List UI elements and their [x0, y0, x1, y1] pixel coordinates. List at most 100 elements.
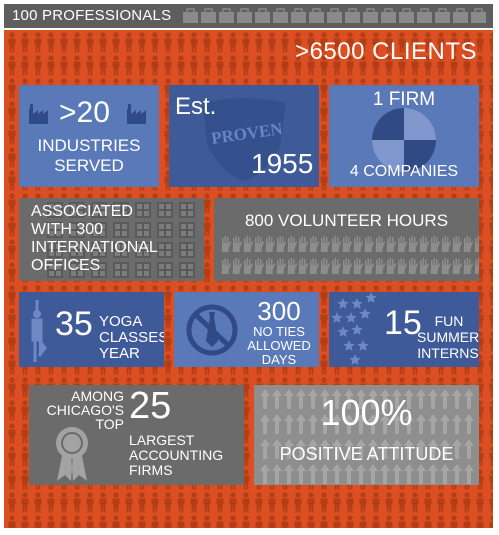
up-arrow-icon: [344, 389, 354, 409]
offices-line3: INTERNATIONAL: [31, 239, 158, 256]
yoga-line3: YEAR: [99, 345, 140, 362]
person-icon: [73, 515, 81, 528]
person-icon: [164, 285, 172, 306]
star-icon: [349, 354, 361, 365]
briefcase-icon: [255, 8, 270, 23]
person-icon: [8, 193, 16, 214]
person-icon: [411, 492, 419, 513]
no-ties-tile: 300 NO TIES ALLOWED DAYS: [174, 292, 319, 367]
up-arrow-icon: [272, 464, 282, 484]
person-icon: [8, 446, 16, 467]
building-icon: [69, 202, 85, 218]
building-icon: [179, 242, 195, 258]
person-icon: [359, 515, 367, 528]
hand-icon: [397, 236, 408, 252]
person-icon: [281, 32, 289, 53]
up-arrow-icon: [392, 464, 402, 484]
person-icon: [8, 32, 16, 53]
star-icon: [365, 292, 377, 303]
person-icon: [177, 32, 185, 53]
volunteer-tile: 800 VOLUNTEER HOURS: [214, 198, 479, 281]
person-icon: [8, 400, 16, 421]
up-arrow-icon: [452, 414, 462, 434]
person-icon: [320, 101, 328, 122]
person-icon: [489, 262, 493, 283]
interns-line2: SUMMER: [417, 329, 479, 345]
person-icon: [320, 124, 328, 145]
up-arrow-icon: [272, 389, 282, 409]
up-arrow-icon-grid: [260, 389, 474, 484]
person-icon: [203, 193, 211, 214]
industries-line1: INDUSTRIES: [37, 136, 141, 155]
person-icon: [164, 492, 172, 513]
person-icon: [255, 32, 263, 53]
person-icon: [489, 32, 493, 53]
person-icon: [255, 492, 263, 513]
person-icon: [8, 124, 16, 145]
hand-icon: [386, 258, 397, 274]
building-icon: [69, 222, 85, 238]
up-arrow-icon: [380, 439, 390, 459]
star-icon: [351, 324, 363, 335]
person-icon: [268, 32, 276, 53]
person-icon: [489, 469, 493, 490]
briefcase-icon: [291, 8, 306, 23]
professionals-bar: 100 PROFESSIONALS: [4, 4, 493, 28]
person-icon: [8, 515, 16, 528]
star-icon: [357, 340, 369, 351]
person-icon: [99, 492, 107, 513]
person-icon: [333, 492, 341, 513]
person-icon: [138, 32, 146, 53]
person-icon: [489, 170, 493, 191]
building-icon: [179, 222, 195, 238]
person-icon: [489, 331, 493, 352]
person-icon: [346, 492, 354, 513]
building-icon: [157, 262, 173, 278]
person-icon: [164, 55, 172, 76]
building-icon: [47, 222, 63, 238]
interns-line3: INTERNS: [417, 345, 479, 361]
hand-icon: [397, 258, 408, 274]
volunteer-text: 800 VOLUNTEER HOURS: [244, 211, 449, 230]
person-icon: [281, 515, 289, 528]
briefcase-icon: [237, 8, 252, 23]
hand-icon: [331, 258, 342, 274]
hand-icon: [243, 236, 254, 252]
star-icon: [359, 308, 371, 319]
person-icon: [99, 32, 107, 53]
person-icon: [138, 492, 146, 513]
person-icon: [242, 55, 250, 76]
ranking-line5: ACCOUNTING: [129, 447, 224, 463]
person-icon: [21, 400, 29, 421]
person-icon: [164, 32, 172, 53]
hand-icon: [452, 236, 463, 252]
hand-icon: [452, 258, 463, 274]
hand-icon: [265, 258, 276, 274]
star-icon: [343, 340, 355, 351]
hand-icon: [254, 236, 265, 252]
person-icon: [489, 423, 493, 444]
hand-icon: [353, 258, 364, 274]
person-icon: [489, 515, 493, 528]
up-arrow-icon: [452, 389, 462, 409]
person-icon: [476, 492, 484, 513]
person-icon: [8, 262, 16, 283]
hand-icon: [364, 236, 375, 252]
up-arrow-icon: [464, 464, 474, 484]
person-icon: [489, 354, 493, 375]
hand-icon: [419, 236, 430, 252]
person-icon: [476, 32, 484, 53]
person-icon: [489, 285, 493, 306]
person-icon: [138, 515, 146, 528]
person-icon: [411, 515, 419, 528]
briefcase-icon: [327, 8, 342, 23]
up-arrow-icon: [428, 389, 438, 409]
person-icon: [385, 515, 393, 528]
offices-line1: ASSOCIATED: [31, 203, 133, 220]
briefcase-icon: [417, 8, 432, 23]
person-icon: [307, 515, 315, 528]
up-arrow-icon: [320, 389, 330, 409]
person-icon: [125, 55, 133, 76]
firm-bottom: 4 COMPANIES: [349, 163, 459, 180]
person-icon: [229, 492, 237, 513]
